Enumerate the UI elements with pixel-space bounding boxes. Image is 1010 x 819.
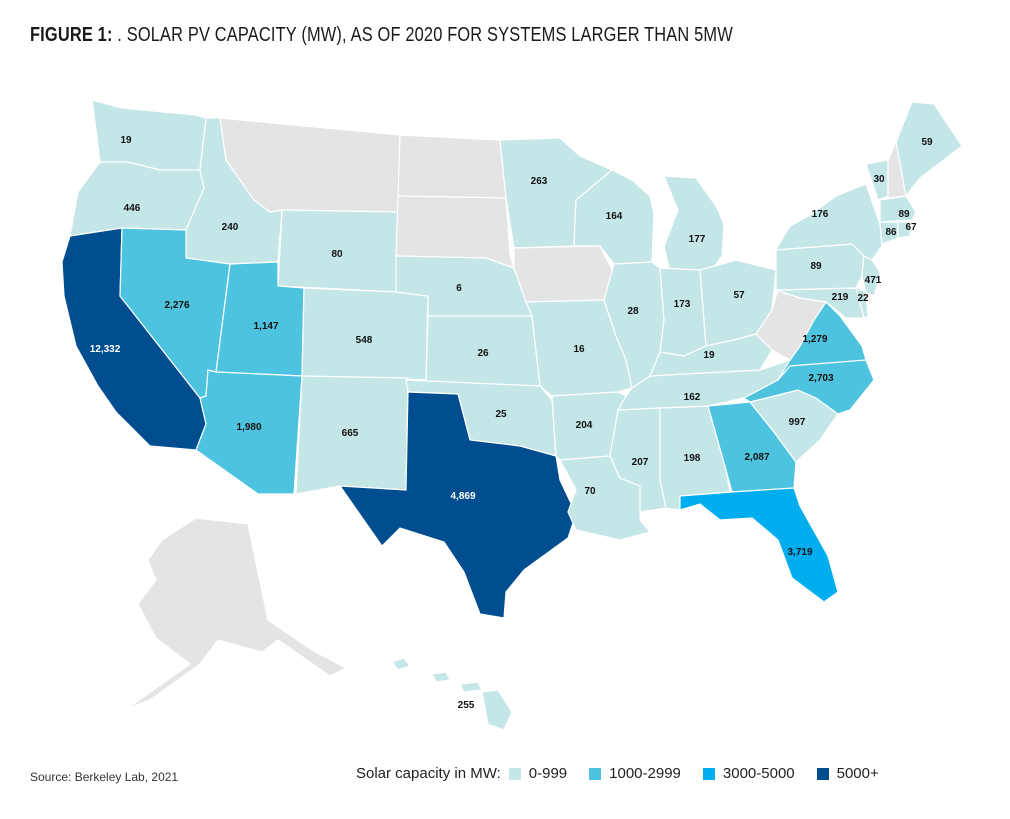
label-hi: 255: [458, 700, 475, 711]
label-mi: 177: [689, 234, 706, 245]
label-wa: 19: [120, 135, 132, 146]
legend-swatch-light-teal: [508, 767, 521, 780]
state-az[interactable]: [195, 369, 303, 495]
legend-item-3000-5000: 3000-5000: [702, 765, 795, 782]
state-hi-2[interactable]: [431, 671, 451, 683]
state-nd[interactable]: [397, 134, 507, 199]
state-nj[interactable]: [861, 255, 881, 297]
label-ok: 25: [495, 409, 507, 420]
label-co: 548: [356, 335, 373, 346]
label-ms: 207: [632, 457, 649, 468]
label-tn: 162: [684, 392, 701, 403]
label-wi: 164: [606, 211, 623, 222]
label-in: 173: [674, 299, 691, 310]
state-wv[interactable]: [755, 289, 828, 361]
source-note: Source: Berkeley Lab, 2021: [30, 770, 179, 784]
label-ut: 1,147: [253, 321, 278, 332]
label-va: 1,279: [802, 334, 827, 345]
label-ri: 67: [905, 222, 917, 233]
legend-item-0-999: 0-999: [508, 765, 568, 782]
state-wa[interactable]: [91, 99, 207, 171]
label-nj: 471: [865, 275, 882, 286]
legend-label-5000-plus: 5000+: [836, 765, 879, 782]
state-in[interactable]: [659, 267, 707, 357]
label-ga: 2,087: [744, 452, 769, 463]
label-de: 22: [857, 293, 869, 304]
label-ky: 19: [703, 350, 715, 361]
state-fl[interactable]: [679, 487, 839, 603]
figure-title: FIGURE 1: . SOLAR PV CAPACITY (MW), AS O…: [30, 24, 733, 47]
state-hi-3[interactable]: [459, 681, 483, 693]
label-ca: 12,332: [90, 344, 121, 355]
figure-title-text: . SOLAR PV CAPACITY (MW), AS OF 2020 FOR…: [112, 24, 733, 46]
state-de[interactable]: [855, 286, 869, 319]
label-md: 219: [832, 292, 849, 303]
state-ky[interactable]: [649, 333, 773, 377]
label-nv: 2,276: [164, 300, 189, 311]
label-nm: 665: [342, 428, 359, 439]
legend-swatch-bright-blue: [702, 767, 715, 780]
label-ks: 26: [477, 348, 489, 359]
state-ri[interactable]: [897, 221, 911, 239]
label-ar: 204: [576, 420, 593, 431]
label-ny: 176: [812, 209, 829, 220]
label-ct: 86: [885, 227, 897, 238]
state-hi-main[interactable]: [481, 689, 513, 731]
label-tx: 4,869: [450, 491, 475, 502]
label-fl: 3,719: [787, 547, 812, 558]
label-sc: 997: [789, 417, 806, 428]
state-co[interactable]: [301, 287, 429, 381]
legend-title: Solar capacity in MW:: [356, 765, 501, 782]
figure-number: FIGURE 1:: [30, 24, 113, 46]
legend-item-5000-plus: 5000+: [816, 765, 879, 782]
label-pa: 89: [810, 261, 822, 272]
state-ia[interactable]: [513, 245, 615, 303]
state-wi[interactable]: [573, 169, 655, 265]
label-il: 28: [627, 306, 639, 317]
state-hi-1[interactable]: [391, 657, 411, 671]
legend-swatch-dark-blue: [816, 767, 829, 780]
legend-label-0-999: 0-999: [528, 765, 568, 782]
label-az: 1,980: [236, 422, 261, 433]
legend-label-3000-5000: 3000-5000: [722, 765, 795, 782]
label-wy: 80: [331, 249, 343, 260]
label-mn: 263: [531, 176, 548, 187]
label-la: 70: [584, 486, 596, 497]
state-ak[interactable]: [127, 517, 348, 709]
label-nc: 2,703: [808, 373, 833, 384]
label-me: 59: [921, 137, 933, 148]
label-ma: 89: [898, 209, 910, 220]
state-me[interactable]: [895, 101, 963, 198]
legend: Solar capacity in MW: 0-999 1000-2999 30…: [356, 765, 879, 782]
label-al: 198: [684, 453, 701, 464]
legend-swatch-medium-blue: [589, 767, 602, 780]
label-mo: 16: [573, 344, 585, 355]
label-or: 446: [124, 203, 141, 214]
state-mi[interactable]: [663, 175, 725, 273]
label-id: 240: [222, 222, 239, 233]
legend-item-1000-2999: 1000-2999: [589, 765, 681, 782]
legend-label-1000-2999: 1000-2999: [609, 765, 681, 782]
state-value-labels: 19 446 240 80 12,332 2,276 1,147 548 1,9…: [90, 135, 933, 711]
state-ma[interactable]: [879, 195, 917, 223]
label-oh: 57: [733, 290, 745, 301]
state-tx[interactable]: [338, 391, 577, 619]
label-vt: 30: [873, 174, 885, 185]
label-ne: 6: [456, 283, 462, 294]
state-or[interactable]: [69, 161, 205, 237]
